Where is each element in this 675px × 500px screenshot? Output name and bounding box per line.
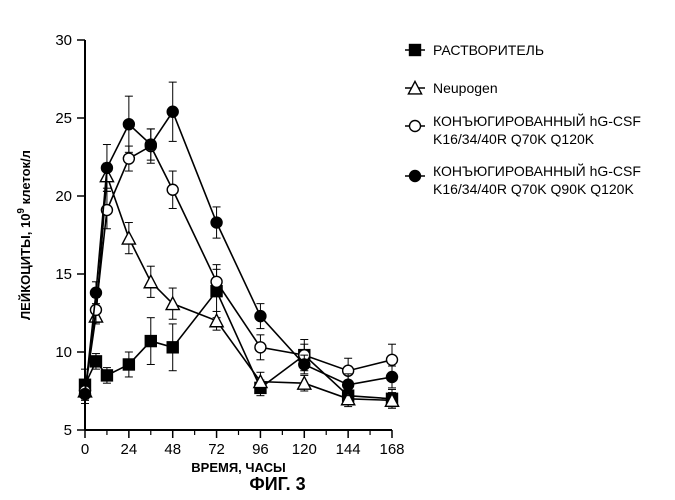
y-axis-label: ЛЕЙКОЦИТЫ, 109 клеток/л	[16, 150, 33, 320]
x-tick-label: 0	[81, 441, 89, 458]
x-axis-label: ВРЕМЯ, ЧАСЫ	[191, 460, 285, 475]
x-tick-label: 72	[208, 441, 225, 458]
legend-label: Neupogen	[433, 80, 498, 96]
legend-label-line2: K16/34/40R Q70K Q90K Q120K	[433, 181, 634, 197]
x-tick-label: 168	[379, 441, 404, 458]
y-tick-label: 20	[55, 188, 72, 205]
x-tick-label: 120	[292, 441, 317, 458]
line-chart: 0 24 48 72 96 120 144 168 5 10 15 20 25 30 ВРЕМЯ, ЧАСЫ…	[0, 0, 675, 500]
y-tick-label: 25	[55, 110, 72, 127]
y-tick-label: 10	[55, 344, 72, 361]
legend-label: РАСТВОРИТЕЛЬ	[433, 42, 544, 58]
x-tick-label: 96	[252, 441, 269, 458]
legend-label-line1: КОНЪЮГИРОВАННЫЙ hG-CSF	[433, 112, 641, 129]
y-tick-label: 30	[55, 32, 72, 49]
y-axis-label-group: ЛЕЙКОЦИТЫ, 109 клеток/л	[16, 150, 33, 320]
y-tick-label: 15	[55, 266, 72, 283]
chart-container: 0 24 48 72 96 120 144 168 5 10 15 20 25 30 ВРЕМЯ, ЧАСЫ…	[0, 0, 675, 500]
y-tick-label: 5	[64, 422, 72, 439]
x-tick-label: 144	[336, 441, 361, 458]
legend-label-line1: КОНЪЮГИРОВАННЫЙ hG-CSF	[433, 162, 641, 179]
x-tick-label: 24	[121, 441, 138, 458]
x-tick-label: 48	[164, 441, 181, 458]
figure-caption: ФИГ. 3	[249, 474, 305, 494]
legend-label-line2: K16/34/40R Q70K Q120K	[433, 131, 595, 147]
